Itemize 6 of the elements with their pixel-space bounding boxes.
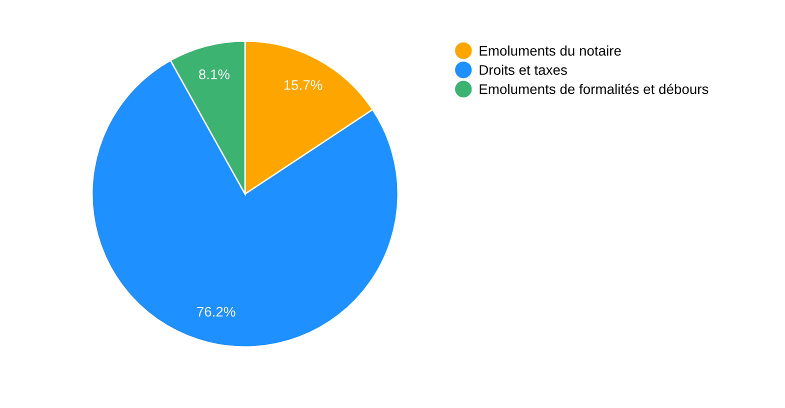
legend-label: Emoluments du notaire (480, 46, 621, 56)
data-label: 15.7% (284, 80, 322, 90)
legend-label: Droits et taxes (480, 64, 567, 75)
data-label: 76.2% (197, 306, 236, 317)
legend-label: Emoluments de formalités et débours (480, 84, 708, 94)
data-label: 8.1% (198, 69, 230, 80)
